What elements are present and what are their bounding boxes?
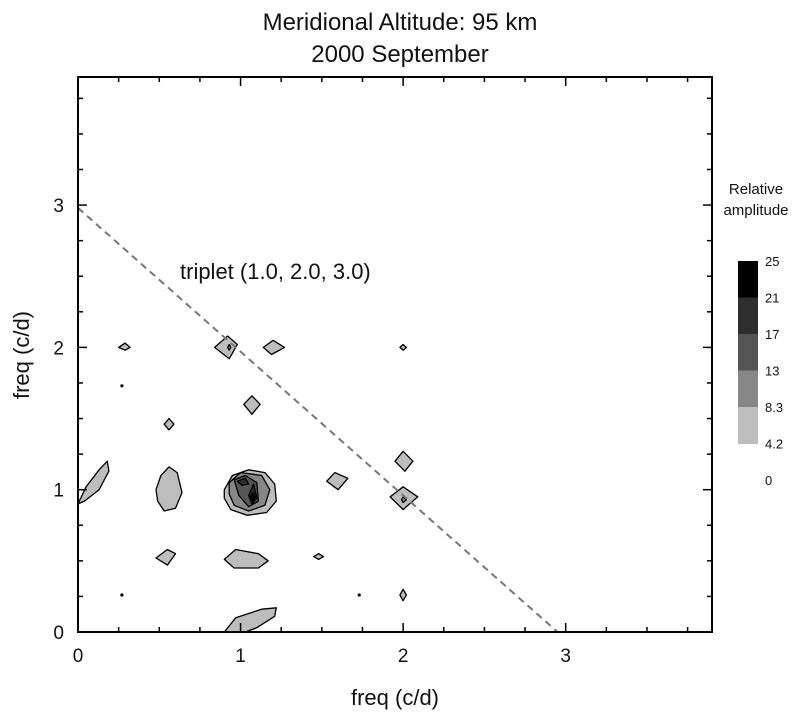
plot-frame bbox=[77, 76, 713, 633]
colorbar-swatch bbox=[738, 297, 758, 335]
x-tick-label: 0 bbox=[73, 646, 84, 667]
contour-region bbox=[226, 343, 232, 351]
contour-dot bbox=[120, 384, 124, 388]
contour-region bbox=[117, 342, 131, 351]
contour-dot bbox=[357, 593, 361, 597]
contour-dot bbox=[120, 593, 124, 597]
chart-title: Meridional Altitude: 95 km bbox=[263, 9, 538, 36]
colorbar-title-line2: amplitude bbox=[723, 202, 788, 219]
contour-region bbox=[313, 553, 325, 561]
axis-ticks bbox=[77, 77, 712, 633]
y-tick-labels: 0 1 2 3 bbox=[53, 196, 64, 644]
contour-region bbox=[155, 466, 183, 512]
triplet-line bbox=[77, 207, 559, 633]
contour-regions bbox=[77, 335, 419, 633]
contour-region bbox=[400, 496, 408, 504]
x-axis-label: freq (c/d) bbox=[351, 685, 439, 710]
colorbar-labels: 25 21 17 13 8.3 4.2 0 bbox=[765, 254, 783, 488]
colorbar-label: 13 bbox=[765, 364, 779, 379]
colorbar-swatch bbox=[738, 370, 758, 408]
y-tick-label: 2 bbox=[53, 338, 64, 359]
colorbar-label: 0 bbox=[765, 473, 772, 488]
contour-region bbox=[223, 607, 277, 633]
x-tick-label: 3 bbox=[560, 646, 571, 667]
contour-region bbox=[262, 339, 286, 356]
chart-subtitle: 2000 September bbox=[311, 41, 488, 68]
colorbar-swatch bbox=[738, 334, 758, 371]
contour-region bbox=[394, 450, 414, 472]
contour-dots bbox=[120, 384, 361, 597]
colorbar-label: 25 bbox=[765, 254, 779, 269]
contour-region bbox=[213, 335, 238, 360]
contour-region bbox=[223, 548, 269, 569]
colorbar: Relative amplitude 25 21 17 13 8.3 4.2 0 bbox=[723, 181, 788, 488]
contour-region bbox=[243, 395, 261, 415]
y-tick-label: 0 bbox=[53, 623, 64, 644]
y-tick-label: 3 bbox=[53, 196, 64, 217]
y-axis-label: freq (c/d) bbox=[9, 311, 34, 399]
colorbar-swatch bbox=[738, 261, 758, 298]
colorbar-swatches bbox=[738, 261, 758, 444]
y-tick-label: 1 bbox=[53, 481, 64, 502]
contour-region bbox=[77, 460, 110, 505]
contour-region bbox=[163, 417, 175, 431]
contour-region bbox=[236, 477, 250, 487]
colorbar-swatch bbox=[738, 407, 758, 444]
contour-region bbox=[249, 491, 256, 502]
x-tick-labels: 0 1 2 3 bbox=[73, 646, 571, 667]
contour-region bbox=[399, 343, 408, 351]
triplet-annotation: triplet (1.0, 2.0, 3.0) bbox=[180, 259, 371, 284]
colorbar-title-line1: Relative bbox=[729, 181, 783, 198]
contour-region bbox=[326, 471, 349, 491]
x-tick-label: 1 bbox=[235, 646, 246, 667]
colorbar-label: 17 bbox=[765, 327, 779, 342]
colorbar-label: 21 bbox=[765, 291, 779, 306]
x-tick-label: 2 bbox=[398, 646, 409, 667]
contour-region bbox=[155, 548, 177, 566]
colorbar-label: 4.2 bbox=[765, 437, 783, 452]
colorbar-label: 8.3 bbox=[765, 400, 783, 415]
contour-region bbox=[399, 588, 408, 602]
